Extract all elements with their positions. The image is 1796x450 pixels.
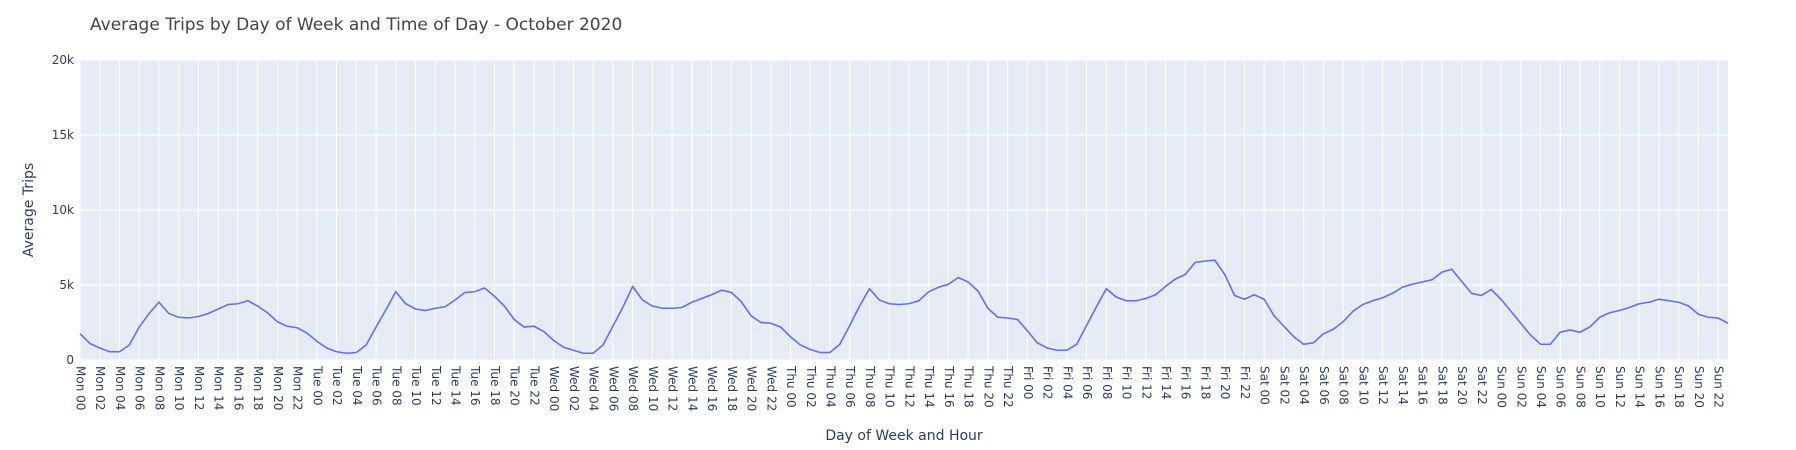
x-tick-label: Fri 20 xyxy=(1218,366,1232,399)
x-tick-label: Sat 04 xyxy=(1297,366,1311,405)
y-tick-label: 5k xyxy=(59,278,74,292)
x-axis-ticks: Mon 00 Mon 02 Mon 04 Mon 06 Mon 08 Mon 10 Mon … xyxy=(74,365,1726,411)
x-axis-title: Day of Week and Hour xyxy=(825,428,983,444)
x-tick-label: Thu 14 xyxy=(922,365,936,408)
x-tick-label: Tue 18 xyxy=(488,365,502,406)
x-tick-label: Mon 16 xyxy=(231,366,245,410)
x-tick-label: Sat 08 xyxy=(1337,366,1351,405)
x-tick-label: Wed 18 xyxy=(725,366,739,411)
x-tick-label: Mon 08 xyxy=(152,366,166,410)
x-tick-label: Fri 14 xyxy=(1159,366,1173,399)
x-tick-label: Wed 04 xyxy=(587,366,601,411)
chart-title: Average Trips by Day of Week and Time of… xyxy=(90,15,622,35)
x-tick-label: Sat 22 xyxy=(1475,366,1489,405)
x-tick-label: Thu 18 xyxy=(962,365,976,408)
x-tick-label: Sun 04 xyxy=(1534,366,1548,408)
x-tick-label: Mon 00 xyxy=(74,366,88,410)
x-tick-label: Mon 06 xyxy=(133,366,147,410)
y-tick-label: 0 xyxy=(66,353,74,367)
x-tick-label: Tue 02 xyxy=(330,365,344,406)
x-tick-label: Sat 18 xyxy=(1435,366,1449,405)
x-tick-label: Thu 06 xyxy=(843,365,857,408)
x-tick-label: Thu 12 xyxy=(902,365,916,408)
x-tick-label: Fri 02 xyxy=(1041,366,1055,399)
x-tick-label: Sun 08 xyxy=(1573,366,1587,408)
x-tick-label: Mon 14 xyxy=(212,366,226,410)
x-tick-label: Sat 02 xyxy=(1277,366,1291,405)
x-tick-label: Sun 18 xyxy=(1672,366,1686,408)
x-tick-label: Wed 22 xyxy=(764,366,778,411)
x-tick-label: Tue 14 xyxy=(448,365,462,406)
x-tick-label: Sun 06 xyxy=(1554,366,1568,408)
x-tick-label: Sat 14 xyxy=(1396,366,1410,405)
y-axis-title: Average Trips xyxy=(21,163,37,257)
x-tick-label: Sun 10 xyxy=(1593,366,1607,408)
x-tick-label: Thu 10 xyxy=(883,365,897,408)
x-tick-label: Sat 16 xyxy=(1416,366,1430,405)
x-tick-label: Fri 04 xyxy=(1060,366,1074,399)
x-tick-label: Fri 08 xyxy=(1100,366,1114,399)
x-tick-label: Sun 20 xyxy=(1692,366,1706,408)
x-tick-label: Wed 16 xyxy=(705,366,719,411)
x-tick-label: Thu 22 xyxy=(1001,365,1015,408)
x-tick-label: Thu 00 xyxy=(784,365,798,408)
x-tick-label: Wed 14 xyxy=(685,366,699,411)
y-tick-label: 10k xyxy=(52,203,74,217)
series-line xyxy=(79,259,1729,355)
x-tick-label: Sun 14 xyxy=(1633,366,1647,408)
y-tick-label: 15k xyxy=(52,128,74,142)
x-tick-label: Fri 06 xyxy=(1080,366,1094,399)
x-tick-label: Fri 22 xyxy=(1238,366,1252,399)
x-tick-label: Sun 00 xyxy=(1495,366,1509,408)
x-tick-label: Fri 10 xyxy=(1120,366,1134,399)
x-tick-label: Mon 12 xyxy=(192,366,206,410)
x-tick-label: Wed 20 xyxy=(745,366,759,411)
y-axis-ticks: 0 5k 10k 15k 20k xyxy=(52,53,74,367)
x-tick-label: Sat 12 xyxy=(1376,366,1390,405)
y-tick-label: 20k xyxy=(52,53,74,67)
x-tick-label: Mon 20 xyxy=(271,366,285,410)
x-tick-label: Tue 22 xyxy=(527,365,541,406)
x-tick-label: Sat 06 xyxy=(1317,366,1331,405)
x-tick-label: Thu 04 xyxy=(823,365,837,408)
x-tick-label: Wed 02 xyxy=(567,366,581,411)
x-tick-label: Wed 10 xyxy=(646,366,660,411)
x-tick-label: Sun 16 xyxy=(1652,366,1666,408)
x-tick-label: Sun 12 xyxy=(1613,366,1627,408)
x-tick-label: Fri 18 xyxy=(1198,366,1212,399)
x-tick-label: Mon 18 xyxy=(251,366,265,410)
x-tick-label: Fri 16 xyxy=(1179,366,1193,399)
x-tick-label: Thu 08 xyxy=(863,365,877,408)
x-tick-label: Sun 22 xyxy=(1712,366,1726,408)
x-tick-label: Tue 00 xyxy=(310,365,324,406)
x-tick-label: Tue 16 xyxy=(468,365,482,406)
x-tick-label: Wed 08 xyxy=(626,366,640,411)
x-tick-label: Wed 12 xyxy=(666,366,680,411)
x-tick-label: Sun 02 xyxy=(1514,366,1528,408)
x-tick-label: Thu 16 xyxy=(942,365,956,408)
x-tick-label: Wed 06 xyxy=(606,366,620,411)
gridlines xyxy=(79,59,1728,361)
x-tick-label: Fri 12 xyxy=(1139,366,1153,399)
x-tick-label: Mon 10 xyxy=(172,366,186,410)
x-tick-label: Tue 20 xyxy=(508,365,522,406)
x-tick-label: Tue 04 xyxy=(350,365,364,406)
x-tick-label: Sat 10 xyxy=(1356,366,1370,405)
x-tick-label: Mon 04 xyxy=(113,366,127,410)
x-tick-label: Sat 20 xyxy=(1455,366,1469,405)
x-tick-label: Mon 02 xyxy=(93,366,107,410)
x-tick-label: Tue 10 xyxy=(409,365,423,406)
x-tick-label: Tue 12 xyxy=(429,365,443,406)
x-tick-label: Mon 22 xyxy=(291,366,305,410)
x-tick-label: Fri 00 xyxy=(1021,366,1035,399)
x-tick-label: Thu 20 xyxy=(981,365,995,408)
x-tick-label: Tue 06 xyxy=(370,365,384,406)
x-tick-label: Wed 00 xyxy=(547,366,561,411)
x-tick-label: Sat 00 xyxy=(1258,366,1272,405)
x-tick-label: Tue 08 xyxy=(389,365,403,406)
x-tick-label: Thu 02 xyxy=(804,365,818,408)
